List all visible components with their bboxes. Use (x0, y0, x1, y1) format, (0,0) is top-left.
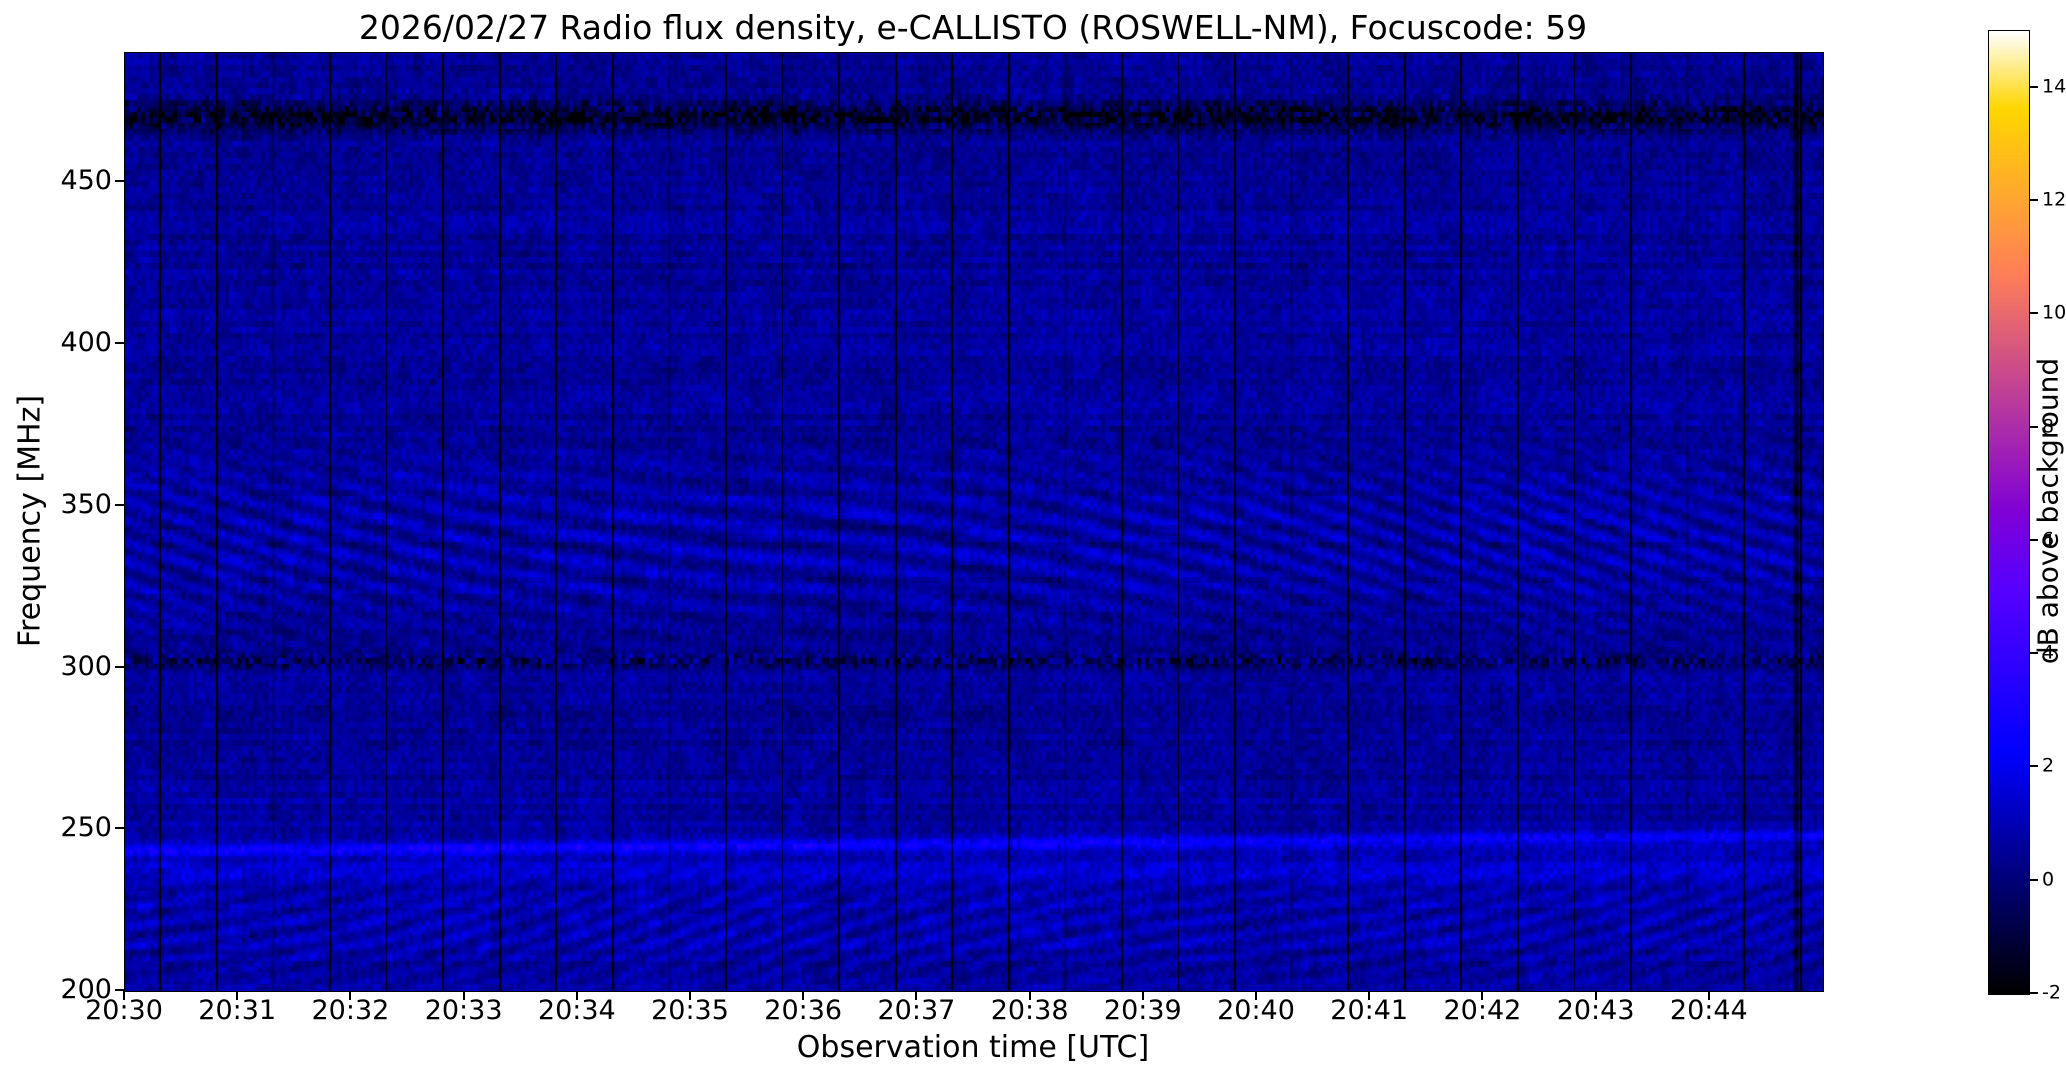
x-tick-mark (1141, 991, 1144, 1000)
y-tick-label: 450 (60, 165, 112, 197)
x-tick-mark (1594, 991, 1597, 1000)
x-tick-label: 20:42 (1443, 995, 1522, 1026)
figure-title: 2026/02/27 Radio flux density, e-CALLIST… (358, 8, 1588, 47)
colorbar-tick-label: 10 (2042, 301, 2066, 324)
colorbar-tick-label: -2 (2042, 981, 2061, 1004)
x-tick-label: 20:36 (764, 995, 843, 1026)
x-tick-label: 20:37 (877, 995, 956, 1026)
x-tick-label: 20:30 (85, 995, 163, 1026)
y-tick-mark (115, 665, 124, 668)
x-tick-mark (1707, 991, 1710, 1000)
y-tick-mark (115, 503, 124, 506)
x-tick-label: 20:43 (1556, 995, 1635, 1026)
colorbar-tick-label: 0 (2042, 868, 2055, 891)
y-tick-label: 400 (60, 327, 112, 359)
y-tick-label: 300 (60, 650, 112, 682)
colorbar-tick-mark (2030, 878, 2038, 881)
colorbar-tick-mark (2030, 765, 2038, 768)
x-tick-mark (915, 991, 918, 1000)
colorbar-tick-mark (2030, 312, 2038, 315)
x-tick-mark (123, 991, 125, 1000)
x-tick-label: 20:44 (1669, 995, 1748, 1026)
x-tick-mark (1255, 991, 1257, 1000)
x-tick-mark (1368, 991, 1371, 1000)
x-tick-label: 20:35 (651, 995, 729, 1026)
x-tick-label: 20:40 (1217, 995, 1295, 1026)
colorbar-tick-label: 4 (2042, 641, 2055, 664)
y-tick-mark (115, 180, 124, 183)
colorbar-tick-label: 2 (2042, 754, 2055, 777)
x-tick-label: 20:38 (990, 995, 1069, 1026)
x-tick-label: 20:31 (198, 995, 277, 1026)
y-tick-mark (115, 342, 124, 345)
colorbar-tick-mark (2030, 538, 2038, 541)
x-tick-mark (1481, 991, 1484, 1000)
spectrogram-heatmap (125, 53, 1823, 991)
y-tick-mark (115, 989, 124, 991)
x-tick-label: 20:32 (311, 995, 390, 1026)
spectrogram-plot (124, 52, 1824, 992)
colorbar-label: dB above background (2031, 357, 2065, 665)
x-tick-label: 20:39 (1103, 995, 1182, 1026)
colorbar-tick-mark (2030, 198, 2038, 201)
y-tick-label: 200 (60, 974, 112, 1006)
y-tick-label: 350 (60, 488, 112, 520)
x-tick-mark (575, 991, 578, 1000)
colorbar-tick-mark (2030, 85, 2038, 88)
colorbar-tick-label: 6 (2042, 528, 2055, 551)
colorbar-tick-label: 14 (2042, 75, 2066, 98)
x-tick-mark (1028, 991, 1031, 1000)
colorbar-tick-label: 8 (2042, 415, 2055, 438)
colorbar-gradient (1989, 31, 2029, 994)
x-tick-label: 20:33 (424, 995, 503, 1026)
x-tick-label: 20:41 (1330, 995, 1409, 1026)
colorbar-tick-label: 12 (2042, 188, 2066, 211)
colorbar-tick-mark (2030, 652, 2038, 655)
x-tick-mark (462, 991, 465, 1000)
x-tick-label: 20:34 (537, 995, 616, 1026)
x-tick-mark (802, 991, 805, 1000)
x-tick-mark (689, 991, 691, 1000)
y-axis-label: Frequency [MHz] (12, 394, 48, 648)
y-tick-label: 250 (60, 812, 112, 844)
y-tick-mark (115, 827, 124, 830)
x-tick-mark (236, 991, 239, 1000)
colorbar (1988, 30, 2030, 995)
x-tick-mark (349, 991, 352, 1000)
colorbar-tick-mark (2030, 992, 2038, 994)
x-axis-label: Observation time [UTC] (796, 1030, 1150, 1065)
colorbar-tick-mark (2030, 425, 2038, 428)
